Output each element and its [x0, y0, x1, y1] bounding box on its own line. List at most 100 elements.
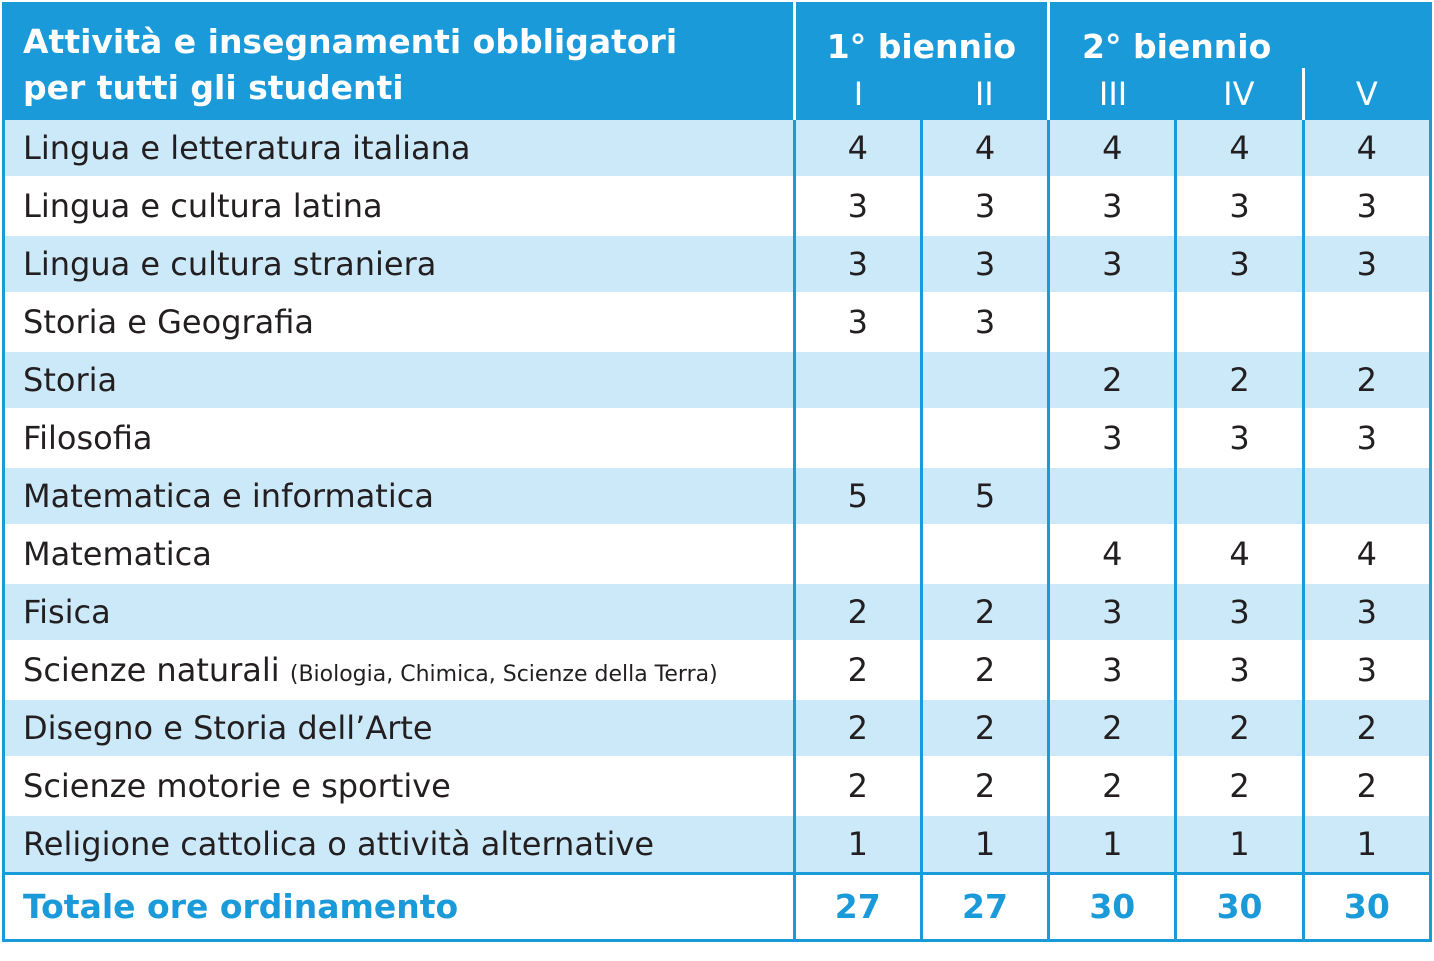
- total-value-i: 27: [794, 871, 923, 940]
- second-biennium-header: 2° biennio: [1048, 3, 1304, 68]
- subject-name: Scienze naturali: [23, 650, 280, 689]
- hours-cell-v: 3: [1303, 408, 1433, 468]
- first-biennium-header: 1° biennio: [794, 3, 1051, 68]
- hours-cell-v: [1303, 292, 1433, 352]
- hours-cell-iv: 3: [1175, 176, 1305, 236]
- table-row: Storia 2 2 2: [3, 350, 1433, 410]
- hours-cell-ii: 3: [921, 292, 1051, 352]
- hours-cell-iii: 3: [1048, 176, 1178, 236]
- subject-name: Disegno e Storia dell’Arte: [23, 708, 433, 747]
- hours-cell-iii: 2: [1048, 756, 1178, 816]
- table-row: Scienze naturali (Biologia, Chimica, Sci…: [3, 640, 1433, 700]
- hours-cell-v: 1: [1303, 814, 1433, 874]
- hours-cell-iii: 2: [1048, 698, 1178, 758]
- hours-cell-ii: 2: [921, 698, 1051, 758]
- table-row: Disegno e Storia dell’Arte 2 2 2 2 2: [3, 698, 1433, 758]
- hours-cell-ii: 2: [921, 756, 1051, 816]
- hours-cell-ii: 3: [921, 234, 1051, 294]
- subject-name: Storia e Geografia: [23, 302, 315, 341]
- hours-cell-iv: 2: [1175, 698, 1305, 758]
- hours-cell-v: 2: [1303, 350, 1433, 410]
- subject-cell: Lingua e letteratura italiana: [3, 119, 796, 178]
- hours-cell-v: 2: [1303, 698, 1433, 758]
- hours-cell-iii: 4: [1048, 119, 1178, 178]
- subject-name: Matematica: [23, 534, 212, 573]
- subject-name: Filosofia: [23, 418, 153, 457]
- hours-cell-iv: 2: [1175, 756, 1305, 816]
- table-row: Matematica e informatica 5 5: [3, 466, 1433, 526]
- table-row: Scienze motorie e sportive 2 2 2 2 2: [3, 756, 1433, 816]
- subject-name: Scienze motorie e sportive: [23, 766, 451, 805]
- hours-cell-ii: 2: [921, 640, 1051, 700]
- subject-cell: Scienze naturali (Biologia, Chimica, Sci…: [3, 640, 796, 700]
- subject-cell: Disegno e Storia dell’Arte: [3, 698, 796, 758]
- table-row: Lingua e cultura straniera 3 3 3 3 3: [3, 234, 1433, 294]
- hours-cell-iii: 3: [1048, 582, 1178, 642]
- hours-cell-i: [794, 350, 923, 410]
- hours-cell-v: 3: [1303, 176, 1433, 236]
- subject-cell: Filosofia: [3, 408, 796, 468]
- subject-name: Lingua e cultura latina: [23, 186, 383, 225]
- subject-cell: Lingua e cultura latina: [3, 176, 796, 236]
- subject-name: Storia: [23, 360, 118, 399]
- hours-cell-iv: 3: [1175, 640, 1305, 700]
- hours-cell-ii: [921, 350, 1051, 410]
- hours-cell-iv: 4: [1175, 119, 1305, 178]
- subject-cell: Fisica: [3, 582, 796, 642]
- hours-cell-iv: 3: [1175, 234, 1305, 294]
- subject-header-line-2: per tutti gli studenti: [23, 68, 404, 108]
- hours-cell-iv: 3: [1175, 408, 1305, 468]
- subject-column-header: Attività e insegnamenti obbligatori per …: [3, 3, 796, 120]
- hours-cell-i: 3: [794, 176, 923, 236]
- hours-cell-iii: [1048, 292, 1178, 352]
- hours-cell-v: 2: [1303, 756, 1433, 816]
- hours-cell-iv: 2: [1175, 350, 1305, 410]
- hours-cell-iii: [1048, 466, 1178, 526]
- hours-cell-i: 3: [794, 292, 923, 352]
- table-body: Lingua e letteratura italiana 4 4 4 4 4 Lingua…: [3, 119, 1433, 874]
- fifth-year-group-header: [1303, 3, 1431, 68]
- subject-cell: Matematica: [3, 524, 796, 584]
- hours-cell-i: 2: [794, 640, 923, 700]
- hours-cell-i: [794, 524, 923, 584]
- year-header-iii: III: [1048, 67, 1176, 120]
- total-value-ii: 27: [921, 871, 1051, 940]
- hours-cell-i: 2: [794, 756, 923, 816]
- table-row: Lingua e letteratura italiana 4 4 4 4 4: [3, 119, 1433, 178]
- hours-cell-i: 2: [794, 698, 923, 758]
- hours-cell-iii: 4: [1048, 524, 1178, 584]
- subject-cell: Matematica e informatica: [3, 466, 796, 526]
- hours-cell-ii: [921, 408, 1051, 468]
- subject-name: Religione cattolica o attività alternati…: [23, 824, 654, 863]
- year-header-i: I: [794, 67, 922, 120]
- subject-header-line-1: Attività e insegnamenti obbligatori: [23, 22, 678, 61]
- hours-cell-v: [1303, 466, 1433, 526]
- total-row: Totale ore ordinamento 27 27 30 30 30: [3, 871, 1433, 940]
- hours-cell-v: 3: [1303, 640, 1433, 700]
- hours-cell-ii: [921, 524, 1051, 584]
- hours-cell-iv: 4: [1175, 524, 1305, 584]
- table-row: Storia e Geografia 3 3: [3, 292, 1433, 352]
- hours-cell-iii: 3: [1048, 234, 1178, 294]
- table-header: Attività e insegnamenti obbligatori per …: [3, 3, 1431, 120]
- hours-cell-v: 4: [1303, 119, 1433, 178]
- table-row: Fisica 2 2 3 3 3: [3, 582, 1433, 642]
- year-header-iv: IV: [1175, 67, 1305, 120]
- subject-name: Fisica: [23, 592, 111, 631]
- table-footer: Totale ore ordinamento 27 27 30 30 30: [3, 871, 1433, 940]
- hours-cell-i: 5: [794, 466, 923, 526]
- hours-cell-v: 3: [1303, 234, 1433, 294]
- hours-cell-ii: 5: [921, 466, 1051, 526]
- subject-cell: Scienze motorie e sportive: [3, 756, 796, 816]
- hours-cell-iii: 2: [1048, 350, 1178, 410]
- total-label: Totale ore ordinamento: [3, 871, 796, 940]
- hours-cell-iv: 1: [1175, 814, 1305, 874]
- subject-cell: Storia e Geografia: [3, 292, 796, 352]
- curriculum-table: Attività e insegnamenti obbligatori per …: [2, 2, 1433, 942]
- subject-cell: Storia: [3, 350, 796, 410]
- hours-cell-i: 1: [794, 814, 923, 874]
- table-row: Religione cattolica o attività alternati…: [3, 814, 1433, 874]
- hours-cell-ii: 1: [921, 814, 1051, 874]
- hours-cell-iii: 3: [1048, 408, 1178, 468]
